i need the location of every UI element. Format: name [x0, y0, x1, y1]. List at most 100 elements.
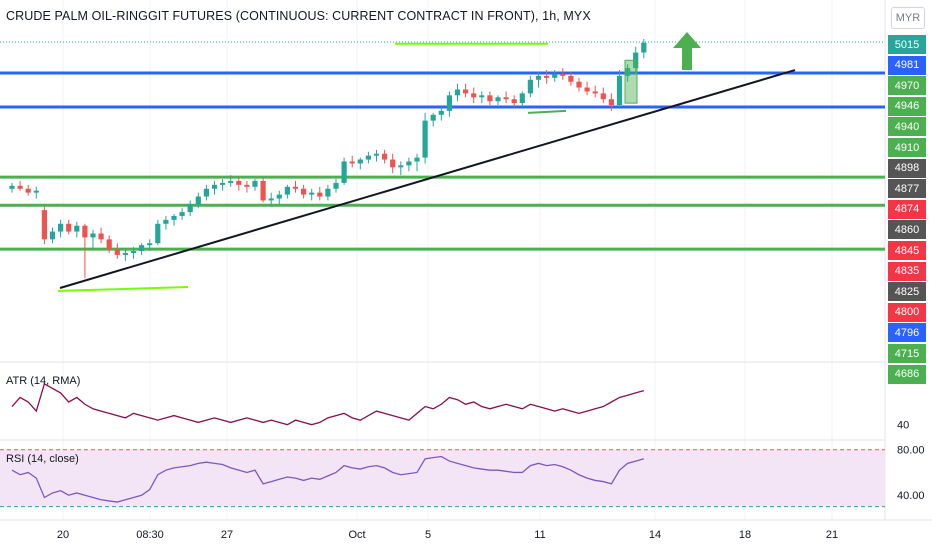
candle-body — [171, 215, 177, 220]
candle-body — [187, 204, 193, 213]
price-tag: 4970 — [888, 76, 926, 96]
atr-axis-label: 40 — [897, 420, 909, 432]
currency-button[interactable]: MYR — [891, 7, 925, 29]
candle-body — [195, 196, 201, 205]
candle-body — [260, 180, 266, 201]
candle-body — [511, 99, 517, 104]
rsi-line — [11, 455, 644, 503]
candle-body — [641, 42, 647, 53]
candle-body — [592, 91, 598, 94]
support-mark — [527, 109, 567, 114]
candle-body — [479, 95, 485, 98]
candle-body — [284, 186, 290, 195]
support-mark — [57, 286, 189, 292]
price-tag: 4845 — [888, 241, 926, 260]
candle-body — [203, 188, 209, 197]
trendline — [59, 69, 796, 289]
candle-body — [49, 231, 56, 240]
candle-body — [584, 87, 590, 92]
candle-body — [430, 114, 436, 121]
candle-body — [98, 233, 104, 240]
price-tag: 4874 — [888, 199, 926, 219]
candle-body — [252, 180, 258, 187]
candle-body — [333, 182, 339, 189]
candle-body — [552, 73, 558, 78]
price-tag: 4825 — [888, 282, 926, 302]
candle-body — [446, 95, 452, 111]
atr-line — [11, 382, 644, 426]
candle-body — [406, 161, 412, 166]
candle-body — [58, 223, 64, 232]
atr-label[interactable]: ATR (14, RMA) — [6, 375, 81, 387]
price-tag: 4946 — [888, 96, 926, 116]
x-tick-label: 27 — [221, 529, 233, 541]
green-up-arrow-icon — [673, 32, 701, 70]
candle-body — [527, 79, 533, 94]
candle-body — [519, 93, 525, 104]
candle-body — [463, 89, 469, 94]
candle-body — [576, 81, 582, 88]
candle-body — [276, 194, 282, 199]
candle-body — [41, 210, 47, 240]
candle-body — [365, 155, 371, 160]
candle-body — [236, 180, 242, 185]
x-tick-label: 5 — [425, 529, 431, 541]
candle-body — [487, 95, 493, 102]
price-tag: 4800 — [888, 302, 926, 322]
candle-body — [106, 239, 112, 250]
candle-body — [568, 75, 574, 82]
candle-body — [17, 185, 23, 189]
candle-body — [155, 223, 161, 244]
x-tick-label: 11 — [534, 529, 545, 541]
candle-body — [9, 185, 15, 189]
candle-body — [74, 225, 80, 232]
candle-body — [600, 93, 606, 100]
highlight-box — [624, 59, 638, 104]
price-tag: 4835 — [888, 261, 926, 281]
candle-body — [82, 225, 88, 238]
candle-body — [179, 212, 185, 216]
x-tick-label: 14 — [649, 529, 661, 541]
price-tag: 5015 — [888, 35, 926, 54]
candle-body — [454, 89, 461, 96]
candle-body — [560, 73, 566, 76]
candle-body — [625, 68, 631, 76]
chart-title: CRUDE PALM OIL-RINGGIT FUTURES (CONTINUO… — [6, 9, 591, 23]
rsi-label[interactable]: RSI (14, close) — [6, 453, 79, 465]
candle-body — [33, 190, 39, 193]
candle-body — [25, 188, 31, 193]
candle-body — [90, 233, 96, 238]
candle-body — [220, 182, 226, 185]
x-tick-label: 08:30 — [136, 529, 164, 541]
x-tick-label: 18 — [739, 529, 751, 541]
price-tag: 4940 — [888, 117, 926, 137]
candle-body — [341, 161, 347, 183]
candle-body — [422, 120, 428, 158]
price-tag: 4981 — [888, 55, 926, 75]
candle-body — [325, 188, 331, 197]
rsi-band — [0, 449, 885, 507]
candle-body — [503, 97, 509, 100]
price-tag: 4796 — [888, 323, 926, 343]
candle-body — [309, 192, 315, 195]
x-tick-label: Oct — [348, 529, 365, 541]
candle-body — [139, 245, 145, 252]
x-tick-label: 20 — [57, 529, 69, 541]
candle-body — [317, 192, 323, 197]
candle-body — [301, 188, 307, 195]
candle-body — [414, 157, 420, 162]
candle-body — [163, 219, 169, 224]
price-tag: 4877 — [888, 179, 926, 199]
price-tag: 4898 — [888, 158, 926, 178]
x-tick-label: 21 — [826, 529, 838, 541]
candle-body — [130, 251, 137, 253]
candle-body — [122, 252, 128, 255]
candle-body — [292, 186, 299, 189]
candle-body — [382, 153, 388, 160]
candle-body — [438, 110, 444, 115]
candle-body — [471, 93, 477, 98]
rsi-axis-label: 40.00 — [897, 490, 925, 502]
candle-body — [114, 249, 120, 255]
candle-body — [495, 97, 501, 102]
